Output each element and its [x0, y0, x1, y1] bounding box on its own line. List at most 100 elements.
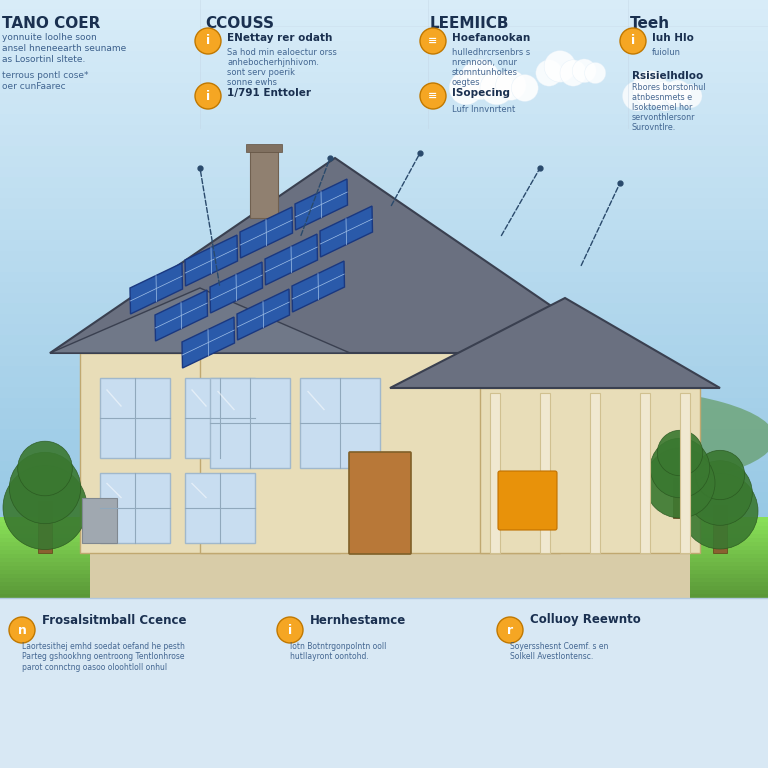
- Text: 1/791 Enttoler: 1/791 Enttoler: [227, 88, 311, 98]
- Bar: [0, 209, 768, 223]
- Text: hulledhrcrsenbrs s: hulledhrcrsenbrs s: [452, 48, 530, 57]
- Bar: [0, 409, 768, 422]
- Bar: [0, 62, 768, 76]
- Circle shape: [536, 60, 562, 86]
- Text: TANO COER: TANO COER: [2, 16, 101, 31]
- Text: Soyersshesnt Coemf. s en
Solkell Avestlontensc.: Soyersshesnt Coemf. s en Solkell Avestlo…: [510, 642, 608, 661]
- Text: Iotn Botntrgonpolntn ooll
hutllayront oontohd.: Iotn Botntrgonpolntn ooll hutllayront oo…: [290, 642, 386, 661]
- Polygon shape: [130, 263, 183, 314]
- Polygon shape: [320, 206, 372, 257]
- Bar: [680, 393, 690, 553]
- Bar: [0, 607, 768, 621]
- Bar: [0, 429, 768, 443]
- Bar: [200, 343, 560, 553]
- Text: Iuh Hlo: Iuh Hlo: [652, 33, 694, 43]
- Bar: [250, 148, 278, 218]
- Text: i: i: [631, 35, 635, 48]
- Circle shape: [195, 28, 221, 54]
- Bar: [0, 377, 768, 391]
- Circle shape: [664, 80, 691, 107]
- Text: terrous pontl cose*: terrous pontl cose*: [2, 71, 88, 80]
- Bar: [185, 378, 255, 458]
- Bar: [0, 198, 768, 212]
- Bar: [0, 513, 768, 527]
- Bar: [0, 581, 768, 586]
- Bar: [0, 272, 768, 286]
- Bar: [0, 587, 768, 601]
- Text: oer cunFaarec: oer cunFaarec: [2, 82, 65, 91]
- Text: Hernhestamce: Hernhestamce: [310, 614, 406, 627]
- Text: sont serv poerik: sont serv poerik: [227, 68, 295, 77]
- Bar: [0, 293, 768, 306]
- Bar: [0, 461, 768, 475]
- Bar: [713, 505, 727, 553]
- Polygon shape: [292, 261, 345, 312]
- Bar: [0, 314, 768, 328]
- Bar: [0, 0, 768, 13]
- Polygon shape: [182, 317, 234, 368]
- Bar: [0, 283, 768, 296]
- Circle shape: [495, 70, 526, 101]
- Bar: [0, 104, 768, 118]
- Polygon shape: [295, 179, 347, 230]
- Circle shape: [460, 59, 500, 100]
- Text: ISopecing: ISopecing: [452, 88, 510, 98]
- Polygon shape: [265, 234, 317, 285]
- Polygon shape: [50, 158, 620, 353]
- Text: LEEMIICB: LEEMIICB: [430, 16, 509, 31]
- Circle shape: [3, 465, 87, 549]
- Bar: [0, 356, 768, 369]
- Text: as Losortinl sltete.: as Losortinl sltete.: [2, 55, 85, 64]
- Bar: [0, 261, 768, 275]
- Text: Frosalsitmball Ccence: Frosalsitmball Ccence: [42, 614, 187, 627]
- Bar: [0, 230, 768, 243]
- Text: fuiolun: fuiolun: [652, 48, 681, 57]
- Circle shape: [480, 71, 514, 104]
- Bar: [0, 557, 768, 562]
- Text: sonne ewhs: sonne ewhs: [227, 78, 277, 87]
- Bar: [0, 114, 768, 128]
- Ellipse shape: [80, 388, 280, 468]
- Bar: [540, 393, 550, 553]
- Bar: [0, 492, 768, 506]
- Bar: [0, 573, 768, 578]
- Bar: [0, 324, 768, 338]
- Bar: [0, 525, 768, 530]
- Circle shape: [682, 473, 758, 549]
- Bar: [0, 533, 768, 538]
- Bar: [0, 524, 768, 538]
- Text: n: n: [18, 624, 26, 637]
- Bar: [480, 388, 700, 553]
- Bar: [0, 335, 768, 349]
- Bar: [0, 598, 768, 611]
- Bar: [0, 220, 768, 233]
- Bar: [0, 585, 768, 590]
- Text: i: i: [288, 624, 292, 637]
- Bar: [0, 545, 768, 550]
- Bar: [0, 366, 768, 380]
- Bar: [0, 545, 768, 558]
- Bar: [0, 576, 768, 590]
- Circle shape: [420, 28, 446, 54]
- Polygon shape: [155, 290, 207, 341]
- Circle shape: [9, 617, 35, 643]
- FancyBboxPatch shape: [349, 452, 411, 554]
- Bar: [0, 521, 768, 526]
- Bar: [0, 346, 768, 359]
- Bar: [0, 503, 768, 517]
- Text: ≡: ≡: [429, 91, 438, 101]
- Polygon shape: [240, 207, 293, 258]
- Text: Rbores borstonhul: Rbores borstonhul: [632, 83, 706, 92]
- Text: Teeh: Teeh: [630, 16, 670, 31]
- Text: anhebocherhjnhivom.: anhebocherhjnhivom.: [227, 58, 319, 67]
- Bar: [0, 482, 768, 495]
- Circle shape: [277, 617, 303, 643]
- Text: i: i: [206, 35, 210, 48]
- Bar: [0, 125, 768, 139]
- Circle shape: [420, 83, 446, 109]
- Bar: [0, 419, 768, 432]
- Bar: [0, 303, 768, 317]
- Bar: [0, 541, 768, 546]
- Bar: [0, 20, 768, 34]
- Text: stomntunholtes: stomntunholtes: [452, 68, 518, 77]
